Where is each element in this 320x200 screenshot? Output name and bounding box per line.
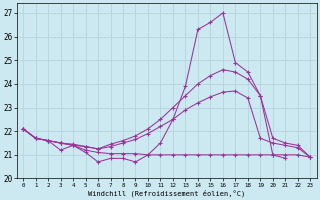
X-axis label: Windchill (Refroidissement éolien,°C): Windchill (Refroidissement éolien,°C) [88,189,245,197]
